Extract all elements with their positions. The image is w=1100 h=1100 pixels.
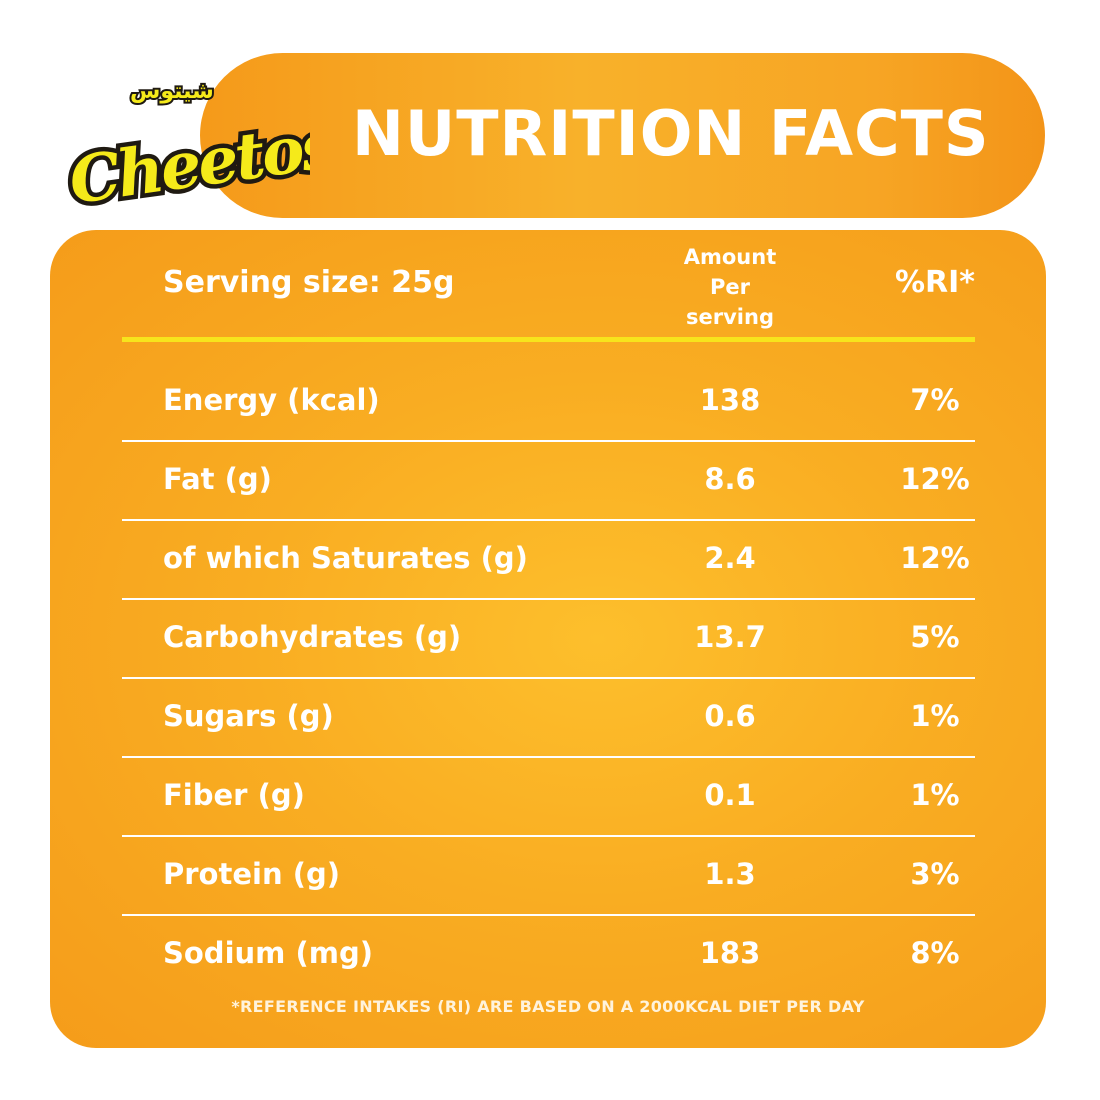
header-banner: NUTRITION FACTS <box>200 53 1045 218</box>
nutrient-label: Carbohydrates (g) <box>163 620 462 654</box>
logo-arabic-text: شيتوس <box>130 79 214 104</box>
nutrient-amount: 1.3 <box>704 857 756 891</box>
header-divider <box>122 337 975 342</box>
nutrient-label: Protein (g) <box>163 857 340 891</box>
amount-per-serving-header: Amount Per serving <box>640 242 820 332</box>
nutrition-table: Serving size: 25g Amount Per serving %RI… <box>50 230 1046 1048</box>
ri-footnote: *REFERENCE INTAKES (RI) ARE BASED ON A 2… <box>231 997 865 1016</box>
serving-size-label: Serving size: 25g <box>163 265 455 300</box>
ri-header: %RI* <box>894 265 975 300</box>
nutrient-ri: 12% <box>900 541 970 575</box>
nutrient-label: Sugars (g) <box>163 699 334 733</box>
nutrient-label: Energy (kcal) <box>163 383 380 417</box>
nutrient-ri: 1% <box>910 778 960 812</box>
table-row: Protein (g) 1.3 3% <box>122 837 975 916</box>
nutrient-amount: 138 <box>699 383 761 417</box>
nutrient-amount: 2.4 <box>704 541 756 575</box>
nutrient-label: Sodium (mg) <box>163 936 373 970</box>
table-row: Sugars (g) 0.6 1% <box>122 679 975 758</box>
table-row: Energy (kcal) 138 7% <box>122 363 975 442</box>
nutrient-ri: 12% <box>900 462 970 496</box>
nutrient-label: Fiber (g) <box>163 778 305 812</box>
nutrient-ri: 3% <box>910 857 960 891</box>
nutrient-amount: 0.6 <box>704 699 756 733</box>
nutrient-rows: Energy (kcal) 138 7% Fat (g) 8.6 12% of … <box>122 363 975 993</box>
table-row: of which Saturates (g) 2.4 12% <box>122 521 975 600</box>
nutrient-amount: 8.6 <box>704 462 756 496</box>
amount-header-line: serving <box>686 305 774 329</box>
table-row: Fat (g) 8.6 12% <box>122 442 975 521</box>
nutrient-ri: 7% <box>910 383 960 417</box>
table-row: Fiber (g) 0.1 1% <box>122 758 975 837</box>
logo-wordmark: Cheetos <box>65 108 310 220</box>
nutrient-amount: 0.1 <box>704 778 756 812</box>
table-row: Sodium (mg) 183 8% <box>122 916 975 993</box>
nutrient-label: of which Saturates (g) <box>163 541 528 575</box>
cheetos-logo: شيتوس Cheetos <box>60 77 310 220</box>
page-title: NUTRITION FACTS <box>352 97 990 170</box>
nutrient-amount: 183 <box>699 936 761 970</box>
nutrient-ri: 1% <box>910 699 960 733</box>
table-row: Carbohydrates (g) 13.7 5% <box>122 600 975 679</box>
nutrient-label: Fat (g) <box>163 462 272 496</box>
nutrient-ri: 5% <box>910 620 960 654</box>
amount-header-line: Amount <box>683 245 777 269</box>
nutrient-amount: 13.7 <box>694 620 766 654</box>
nutrient-ri: 8% <box>910 936 960 970</box>
amount-header-line: Per <box>710 275 750 299</box>
